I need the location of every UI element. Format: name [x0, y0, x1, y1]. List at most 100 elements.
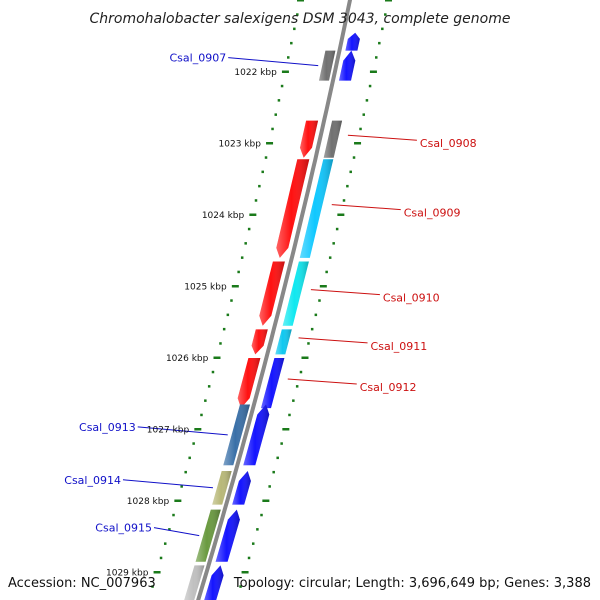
tick-dot — [200, 413, 203, 417]
tick-dot — [268, 485, 271, 488]
gene-labels: Csal_0907 Csal_0908 Csal_0909 Csal_0910 Csal… — [64, 52, 477, 537]
kbp-label: 1029 kbp — [106, 569, 149, 579]
tick-dot — [295, 385, 299, 388]
gene-arrow-shade — [259, 261, 285, 326]
kbp-labels: 1022 kbp 1023 kbp 1024 kbp 1025 kbp 1026 kbp… — [106, 68, 277, 579]
gene-arrow-shade — [204, 565, 224, 600]
tick-dot — [281, 70, 289, 73]
tick-dot — [337, 213, 345, 216]
leader-line — [122, 479, 214, 489]
gene-label[interactable]: Csal_0914 — [64, 474, 121, 487]
tick-dot — [230, 299, 233, 302]
tick-dot — [207, 385, 211, 388]
tick-dot — [307, 342, 310, 345]
tick-dot — [381, 27, 384, 31]
gene-Csal_0908[interactable] — [300, 120, 343, 158]
tick-dot — [260, 513, 263, 517]
gene-track — [184, 32, 360, 600]
gene-Csal_0907[interactable] — [319, 50, 356, 81]
tick-dot — [258, 184, 261, 188]
gene-arrow-shade — [345, 32, 360, 51]
tick-dot — [314, 313, 318, 317]
gene-label[interactable]: Csal_0912 — [360, 381, 417, 394]
tick-dot — [325, 270, 328, 274]
tick-dot — [272, 470, 275, 474]
gene-arrow-shade — [251, 329, 268, 355]
tick-dot — [280, 442, 283, 445]
tick-dot — [231, 285, 239, 288]
tick-dot — [362, 113, 366, 116]
tick-dot — [319, 285, 327, 288]
leader-line — [137, 426, 228, 436]
tick-dot — [168, 528, 171, 531]
tick-dot — [301, 356, 309, 359]
gene-label[interactable]: Csal_0911 — [371, 340, 428, 353]
tick-dot — [277, 99, 281, 102]
tick-dot — [254, 199, 258, 202]
tick-dot — [172, 513, 175, 517]
gene-arrow-shade — [215, 509, 240, 562]
tick-dot — [262, 499, 270, 502]
gene-band-shade — [275, 329, 292, 355]
tick-dot — [222, 327, 226, 331]
gene-band-shade — [282, 261, 309, 326]
tick-dot — [153, 571, 161, 574]
gene-label[interactable]: Csal_0909 — [404, 207, 461, 220]
gene-label[interactable]: Csal_0910 — [383, 292, 440, 305]
kbp-label: 1023 kbp — [219, 140, 262, 150]
gene-Csal_0910[interactable] — [259, 261, 309, 326]
tick-dot — [219, 342, 222, 345]
gene-feature[interactable] — [345, 32, 360, 51]
gene-label[interactable]: Csal_0907 — [170, 52, 227, 65]
gene-Csal_0914[interactable] — [212, 471, 251, 505]
tick-dot — [261, 170, 264, 174]
gene-label[interactable]: Csal_0915 — [95, 522, 152, 535]
gene-label[interactable]: Csal_0913 — [79, 421, 136, 434]
tick-dot — [297, 0, 304, 2]
kbp-label: 1024 kbp — [202, 211, 245, 221]
gene-feature[interactable] — [184, 565, 224, 600]
tick-dot — [318, 299, 321, 302]
tick-dot — [204, 399, 207, 402]
tick-dot — [310, 327, 314, 331]
gene-Csal_0912[interactable] — [237, 358, 285, 409]
tick-dot — [287, 56, 290, 59]
tick-dot — [384, 13, 387, 16]
tick-dot — [342, 199, 346, 202]
tick-dot — [359, 127, 362, 131]
leader-line — [331, 204, 401, 211]
tick-dot — [194, 428, 202, 431]
tick-dot — [247, 556, 251, 560]
tick-dot — [163, 542, 167, 545]
gene-band-shade — [319, 50, 336, 81]
tick-dot — [188, 456, 191, 460]
topology-summary: Topology: circular; Length: 3,696,649 bp… — [233, 576, 591, 591]
tick-dot — [184, 470, 187, 474]
gene-Csal_0911[interactable] — [251, 329, 292, 355]
gene-Csal_0915[interactable] — [195, 509, 240, 562]
kbp-label: 1028 kbp — [127, 497, 170, 507]
gene-band-shade — [261, 358, 285, 409]
leader-line — [287, 378, 357, 385]
tick-dot — [241, 571, 249, 574]
kbp-label: 1027 kbp — [147, 426, 190, 436]
tick-dot — [159, 556, 163, 560]
tick-dot — [296, 13, 299, 16]
tick-dots-outer — [239, 0, 392, 588]
gene-label[interactable]: Csal_0908 — [420, 137, 477, 150]
tick-dot — [240, 256, 244, 259]
gene-Csal_0913[interactable] — [223, 404, 270, 466]
tick-dot — [249, 213, 257, 216]
gene-band-shade — [212, 471, 232, 505]
tick-dot — [282, 428, 290, 431]
tick-dot — [256, 528, 259, 531]
tick-dot — [276, 456, 279, 460]
tick-dot — [293, 27, 296, 31]
tick-dot — [385, 0, 392, 2]
gene-band-shade — [299, 159, 334, 258]
kbp-label: 1025 kbp — [184, 283, 227, 293]
gene-Csal_0909[interactable] — [276, 159, 334, 258]
gene-arrow-shade — [300, 120, 319, 158]
